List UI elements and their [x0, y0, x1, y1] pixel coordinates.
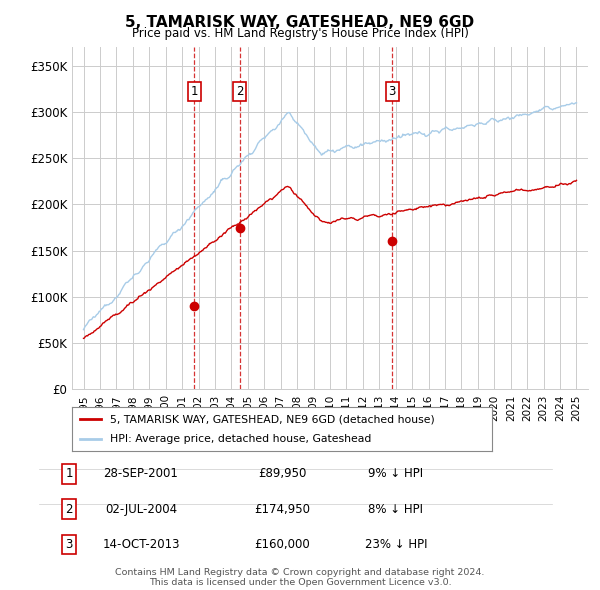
Text: 1: 1 [191, 85, 198, 98]
Text: 8% ↓ HPI: 8% ↓ HPI [368, 503, 424, 516]
Text: 1: 1 [65, 467, 73, 480]
Text: Contains HM Land Registry data © Crown copyright and database right 2024.
This d: Contains HM Land Registry data © Crown c… [115, 568, 485, 587]
Text: 14-OCT-2013: 14-OCT-2013 [102, 538, 180, 551]
Text: 2: 2 [236, 85, 244, 98]
Text: 28-SEP-2001: 28-SEP-2001 [104, 467, 178, 480]
Text: 3: 3 [65, 538, 73, 551]
Text: 2: 2 [65, 503, 73, 516]
Text: 5, TAMARISK WAY, GATESHEAD, NE9 6GD (detached house): 5, TAMARISK WAY, GATESHEAD, NE9 6GD (det… [110, 414, 434, 424]
Text: Price paid vs. HM Land Registry's House Price Index (HPI): Price paid vs. HM Land Registry's House … [131, 27, 469, 40]
Text: 02-JUL-2004: 02-JUL-2004 [105, 503, 177, 516]
Text: 23% ↓ HPI: 23% ↓ HPI [365, 538, 427, 551]
Text: £160,000: £160,000 [254, 538, 310, 551]
Text: HPI: Average price, detached house, Gateshead: HPI: Average price, detached house, Gate… [110, 434, 371, 444]
Text: 5, TAMARISK WAY, GATESHEAD, NE9 6GD: 5, TAMARISK WAY, GATESHEAD, NE9 6GD [125, 15, 475, 30]
Text: £174,950: £174,950 [254, 503, 310, 516]
Text: £89,950: £89,950 [258, 467, 306, 480]
Text: 3: 3 [389, 85, 396, 98]
Text: 9% ↓ HPI: 9% ↓ HPI [368, 467, 424, 480]
